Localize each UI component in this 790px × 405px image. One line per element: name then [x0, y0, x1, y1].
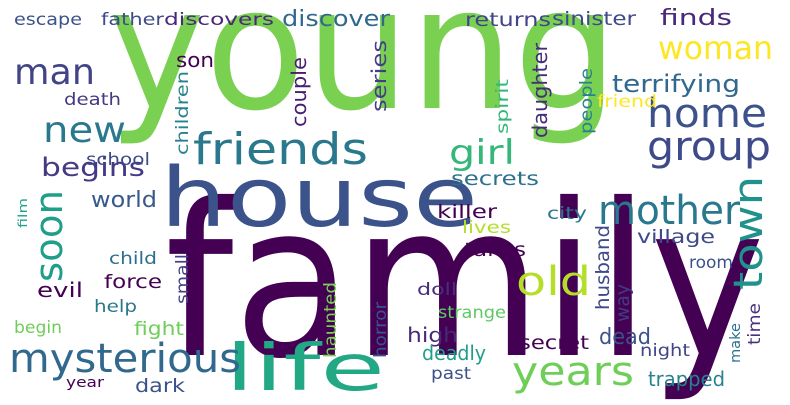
word-force: force: [104, 271, 162, 293]
word-film: film: [16, 198, 30, 228]
word-people: people: [577, 68, 597, 134]
words-layer: family young house life mysterious frien…: [9, 0, 773, 405]
word-killer: killer: [437, 201, 497, 223]
word-girl: girl: [449, 133, 515, 173]
word-returns: returns: [465, 9, 551, 31]
word-doll: doll: [417, 280, 457, 300]
word-sinister: sinister: [552, 8, 636, 30]
word-make: make: [728, 323, 744, 363]
word-time: time: [745, 303, 765, 345]
word-father: father: [101, 10, 164, 30]
word-trapped: trapped: [648, 367, 725, 391]
word-village: village: [637, 226, 715, 248]
word-town: town: [726, 176, 772, 290]
word-group: group: [647, 124, 771, 170]
word-haunted: haunted: [321, 282, 341, 358]
word-year: year: [66, 375, 104, 391]
word-family: family: [165, 158, 765, 405]
word-dark: dark: [135, 375, 185, 397]
word-begins: begins: [41, 153, 145, 183]
word-years: years: [512, 349, 634, 395]
word-school: school: [86, 150, 150, 170]
word-takes: takes: [464, 239, 526, 261]
word-strange: strange: [438, 303, 506, 323]
word-old: old: [516, 259, 591, 305]
word-discover: discover: [282, 7, 391, 32]
word-young: young: [108, 0, 618, 149]
word-daughter: daughter: [528, 42, 552, 138]
word-escape: escape: [14, 10, 82, 30]
word-way: way: [612, 284, 634, 322]
word-life: life: [225, 332, 385, 405]
word-soon: soon: [27, 190, 71, 282]
word-help: help: [94, 297, 137, 317]
word-night: night: [640, 341, 690, 361]
word-friends: friends: [193, 124, 368, 175]
word-secrets: secrets: [451, 168, 539, 190]
word-spirit: spirit: [493, 79, 513, 134]
word-son: son: [176, 48, 214, 72]
word-children: children: [173, 71, 193, 155]
word-evil: evil: [37, 278, 83, 302]
word-terrifying: terrifying: [612, 70, 740, 98]
word-world: world: [91, 188, 157, 213]
word-deadly: deadly: [422, 341, 486, 365]
word-lives: lives: [462, 218, 511, 238]
word-couple: couple: [287, 57, 311, 127]
word-city: city: [547, 204, 587, 224]
word-home: home: [647, 91, 767, 137]
word-death: death: [64, 90, 121, 110]
word-mother: mother: [598, 188, 741, 234]
word-man: man: [14, 52, 95, 93]
word-begin: begin: [14, 318, 62, 338]
word-child: child: [109, 249, 157, 269]
word-mysterious: mysterious: [9, 336, 241, 382]
word-friend: friend: [597, 92, 657, 112]
word-dead: dead: [599, 325, 651, 350]
word-series: series: [367, 40, 391, 112]
word-finds: finds: [660, 6, 732, 31]
word-house: house: [160, 151, 478, 246]
word-fight: fight: [134, 318, 184, 340]
word-room: room: [689, 253, 733, 273]
word-secret: secret: [519, 332, 589, 354]
word-horror: horror: [371, 302, 391, 358]
word-past: past: [431, 364, 471, 384]
word-high: high: [407, 323, 458, 347]
word-woman: woman: [658, 29, 773, 67]
word-new: new: [43, 110, 126, 151]
word-discovers: discovers: [164, 10, 274, 30]
word-small: small: [173, 254, 193, 304]
word-husband: husband: [592, 225, 614, 310]
